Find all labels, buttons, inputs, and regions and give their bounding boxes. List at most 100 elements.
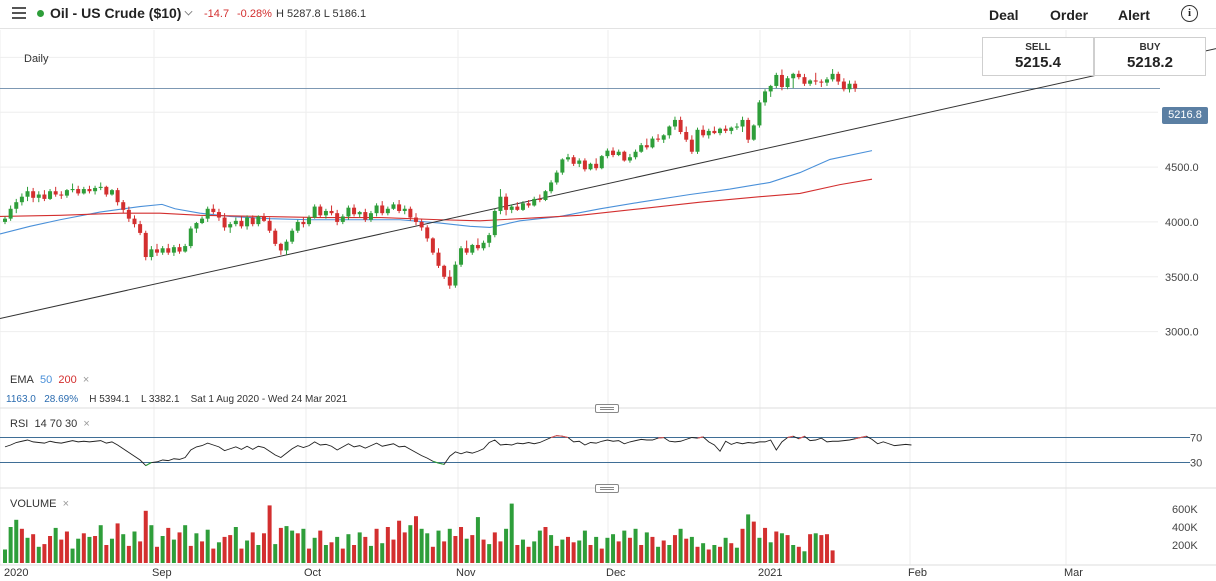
- volume-bar: [261, 533, 266, 563]
- volume-bar: [329, 542, 334, 563]
- candle-body: [661, 135, 666, 140]
- candle-body: [149, 249, 154, 258]
- volume-bar: [340, 548, 345, 563]
- volume-bar: [53, 527, 58, 563]
- candle-body: [808, 80, 813, 84]
- volume-bar: [352, 545, 357, 563]
- ema-200-label[interactable]: 200: [58, 374, 77, 386]
- candle-body: [796, 73, 801, 78]
- candle: [138, 220, 143, 236]
- volume-bar: [447, 528, 452, 563]
- candle: [813, 72, 818, 85]
- candle: [830, 69, 835, 82]
- volume-bar: [76, 538, 81, 563]
- volume-bar: [222, 536, 227, 563]
- candle-body: [31, 191, 36, 198]
- x-tick-label: 2020: [4, 567, 28, 579]
- alert-button[interactable]: Alert: [1118, 7, 1150, 23]
- candle-body: [706, 130, 711, 136]
- candle-body: [729, 127, 734, 131]
- volume-bar: [177, 532, 182, 563]
- sell-button[interactable]: SELL 5215.4: [982, 37, 1094, 76]
- volume-bar: [582, 530, 587, 563]
- candle-body: [594, 163, 599, 169]
- chevron-down-icon[interactable]: [184, 7, 193, 16]
- candle-body: [340, 216, 345, 222]
- candle: [605, 148, 610, 159]
- deal-button[interactable]: Deal: [989, 7, 1019, 23]
- volume-bar: [104, 545, 109, 563]
- ema-50-label[interactable]: 50: [39, 374, 53, 386]
- candle: [819, 79, 824, 88]
- candle-body: [419, 221, 424, 228]
- candle: [104, 185, 109, 197]
- volume-bar: [357, 532, 362, 563]
- rsi-legend: RSI 14 70 30 ×: [10, 418, 90, 430]
- candle-body: [76, 189, 81, 194]
- candle: [216, 208, 221, 221]
- volume-bar: [87, 536, 92, 563]
- volume-bar: [374, 528, 379, 563]
- candle: [430, 237, 435, 255]
- panel-resize-handle[interactable]: [595, 404, 619, 413]
- candle-body: [335, 213, 340, 222]
- candle-body: [436, 252, 441, 266]
- volume-bar: [307, 548, 312, 563]
- candle-body: [684, 132, 689, 140]
- volume-bar: [442, 541, 447, 563]
- close-icon[interactable]: ×: [83, 418, 90, 430]
- instrument-name[interactable]: Oil - US Crude ($10): [50, 5, 182, 21]
- volume-bar: [14, 519, 19, 563]
- candle: [678, 116, 683, 135]
- order-button[interactable]: Order: [1050, 7, 1089, 23]
- volume-bar: [436, 530, 441, 563]
- volume-bar: [684, 538, 689, 563]
- volume-bar: [813, 533, 818, 563]
- candle-body: [239, 220, 244, 227]
- candle-body: [42, 194, 47, 199]
- candle-body: [459, 248, 464, 265]
- buy-button[interactable]: BUY 5218.2: [1094, 37, 1206, 76]
- candle-body: [301, 221, 306, 225]
- candle: [734, 123, 739, 130]
- timeframe-label[interactable]: Daily: [24, 53, 49, 65]
- candle-body: [464, 248, 469, 253]
- volume-bar: [3, 549, 7, 563]
- volume-bar: [802, 551, 807, 563]
- volume-bar: [504, 528, 509, 563]
- candle: [402, 205, 407, 215]
- volume-bar: [368, 545, 373, 563]
- candle: [425, 225, 430, 242]
- panel-resize-handle[interactable]: [595, 484, 619, 493]
- candle: [132, 215, 137, 228]
- close-icon[interactable]: ×: [82, 374, 90, 386]
- range-low: L 3382.1: [140, 394, 180, 405]
- candle: [537, 194, 542, 203]
- candle: [627, 153, 632, 163]
- volume-bar: [498, 541, 503, 563]
- candle-body: [779, 74, 784, 88]
- candle: [419, 218, 424, 231]
- volume-bar: [819, 535, 824, 563]
- candle: [166, 243, 171, 255]
- rsi-params[interactable]: 14 70 30: [34, 418, 78, 430]
- volume-bar: [121, 534, 126, 563]
- candle-body: [475, 244, 480, 249]
- info-icon[interactable]: i: [1181, 5, 1198, 22]
- candle: [836, 71, 841, 85]
- candle: [188, 226, 193, 249]
- menu-icon[interactable]: [12, 7, 26, 19]
- candle: [267, 217, 272, 233]
- candle-body: [813, 80, 818, 82]
- close-icon[interactable]: ×: [62, 498, 70, 510]
- candle-body: [718, 128, 723, 134]
- candle-body: [549, 182, 554, 192]
- candle-body: [19, 196, 24, 203]
- volume-bar: [380, 543, 385, 563]
- candle-body: [36, 194, 41, 198]
- candle-body: [155, 249, 160, 253]
- volume-tick-label: 200K: [1172, 540, 1198, 552]
- rsi-overbought-segment: [658, 436, 664, 439]
- candle: [526, 200, 531, 208]
